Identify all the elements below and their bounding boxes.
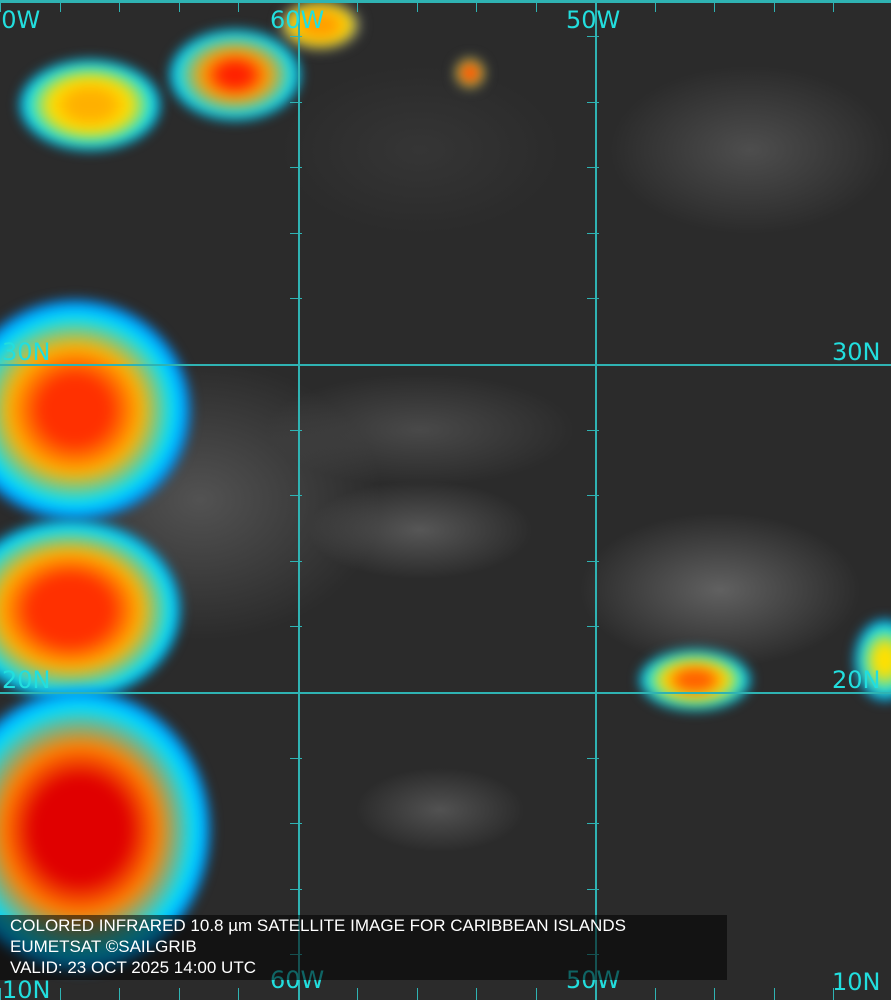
tick-mark: [714, 988, 715, 1000]
tick-mark: [587, 888, 599, 890]
lon-label-top: 70W: [0, 6, 41, 34]
tick-mark: [416, 0, 418, 12]
tick-mark: [587, 101, 599, 103]
tick-mark: [587, 429, 599, 431]
tick-mark: [357, 988, 358, 1000]
tick-mark: [59, 0, 61, 12]
tick-mark: [535, 988, 537, 1000]
cloud-cold-top: [0, 520, 180, 700]
tick-mark: [587, 626, 599, 628]
tick-mark: [290, 364, 302, 365]
meridian-60w: [298, 0, 300, 1000]
lat-label-left: 10N: [2, 976, 51, 1000]
tick-mark: [290, 626, 302, 628]
tick-mark: [290, 495, 302, 497]
tick-mark: [290, 757, 302, 759]
tick-mark: [178, 0, 180, 12]
tick-mark: [416, 988, 418, 1000]
tick-mark: [238, 0, 239, 12]
tick-mark: [290, 429, 302, 431]
tick-mark: [290, 167, 302, 169]
tick-mark: [595, 988, 596, 1000]
tick-mark: [297, 988, 299, 1000]
caption-credit: EUMETSAT ©SAILGRIB: [10, 937, 197, 956]
caption-box: COLORED INFRARED 10.8 µm SATELLITE IMAGE…: [0, 915, 727, 980]
tick-mark: [59, 988, 61, 1000]
tick-mark: [119, 988, 120, 1000]
lat-label-right: 20N: [832, 666, 881, 694]
tick-mark: [290, 298, 302, 300]
cloud-cold-top: [455, 58, 485, 88]
tick-mark: [833, 0, 834, 12]
lon-label-top: 50W: [566, 6, 621, 34]
tick-mark: [290, 823, 302, 825]
meridian-50w: [595, 0, 597, 1000]
lat-label-right: 10N: [832, 968, 881, 996]
lat-label-left: 20N: [2, 666, 51, 694]
tick-mark: [714, 0, 715, 12]
tick-mark: [587, 36, 599, 37]
lon-label-top: 60W: [270, 6, 325, 34]
tick-mark: [587, 823, 599, 825]
tick-mark: [357, 0, 358, 12]
tick-mark: [178, 988, 180, 1000]
tick-mark: [773, 988, 775, 1000]
tick-mark: [290, 692, 302, 693]
tick-mark: [654, 988, 656, 1000]
grid-border: [0, 0, 891, 3]
cloud-cold-top: [0, 300, 190, 520]
tick-mark: [290, 560, 302, 562]
tick-mark: [587, 757, 599, 759]
tick-mark: [0, 0, 1, 12]
tick-mark: [0, 988, 1, 1000]
cloud-cold-top: [20, 60, 160, 150]
parallel-20n: [0, 692, 891, 694]
tick-mark: [476, 988, 477, 1000]
tick-mark: [773, 0, 775, 12]
tick-mark: [587, 560, 599, 562]
caption-title: COLORED INFRARED 10.8 µm SATELLITE IMAGE…: [10, 916, 626, 935]
cloud-cold-top: [280, 0, 360, 50]
cloud-cold-top: [170, 30, 300, 120]
lat-label-left: 30N: [2, 338, 51, 366]
tick-mark: [587, 692, 599, 693]
tick-mark: [535, 0, 537, 12]
tick-mark: [290, 888, 302, 890]
tick-mark: [587, 364, 599, 365]
parallel-30n: [0, 364, 891, 366]
tick-mark: [587, 495, 599, 497]
tick-mark: [290, 232, 302, 234]
tick-mark: [290, 101, 302, 103]
tick-mark: [833, 988, 834, 1000]
caption-valid-time: VALID: 23 OCT 2025 14:00 UTC: [10, 958, 256, 977]
tick-mark: [297, 0, 299, 12]
tick-mark: [595, 0, 596, 12]
lat-label-right: 30N: [832, 338, 881, 366]
tick-mark: [587, 298, 599, 300]
tick-mark: [476, 0, 477, 12]
tick-mark: [654, 0, 656, 12]
tick-mark: [587, 232, 599, 234]
tick-mark: [290, 36, 302, 37]
tick-mark: [238, 988, 239, 1000]
tick-mark: [587, 167, 599, 169]
cloud-cold-top: [640, 650, 750, 710]
tick-mark: [119, 0, 120, 12]
